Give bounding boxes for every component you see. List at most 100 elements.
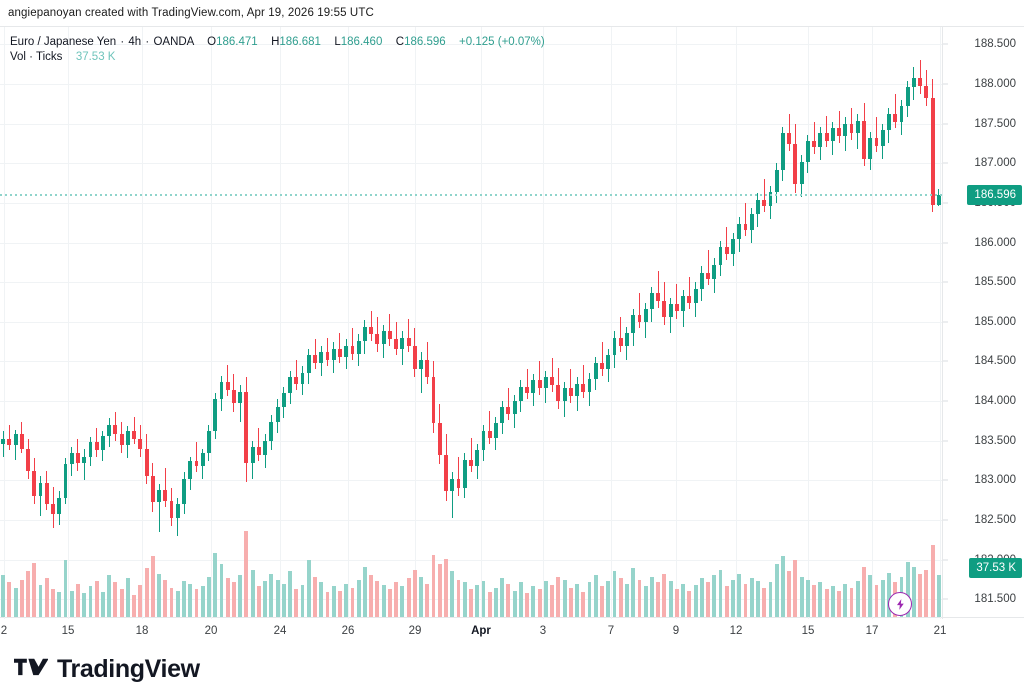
candle-body — [138, 439, 143, 449]
price-tick-mark — [943, 321, 948, 323]
volume-bar — [107, 575, 112, 617]
volume-bar — [606, 580, 611, 617]
grid-line-horizontal — [0, 361, 942, 363]
candle-body — [880, 130, 885, 146]
volume-bar — [887, 572, 891, 617]
volume-bar — [225, 578, 230, 617]
volume-bar — [612, 571, 617, 617]
candle-body — [568, 388, 573, 397]
price-tick-mark — [943, 598, 948, 600]
candle-wick — [258, 428, 260, 462]
candle-wick — [601, 342, 603, 376]
volume-bar — [344, 583, 349, 617]
candle-body — [294, 377, 299, 384]
candle-wick — [875, 117, 877, 153]
volume-bar — [512, 590, 517, 617]
candle-body — [874, 137, 879, 146]
candle-wick — [620, 317, 622, 352]
price-tick-mark — [943, 43, 948, 45]
candle-body — [593, 363, 598, 379]
candle-body — [125, 431, 130, 446]
grid-line-vertical — [481, 27, 482, 619]
price-tick-label: 186.000 — [974, 236, 1016, 249]
volume-bar — [132, 594, 137, 617]
last-volume-badge: 37.53 K — [969, 558, 1022, 579]
time-tick-label: 20 — [204, 625, 218, 637]
volume-bar — [144, 568, 149, 617]
candle-body — [63, 464, 68, 498]
volume-bar — [394, 582, 399, 617]
watermark-text: angiepanoyan created with TradingView.co… — [8, 7, 374, 19]
volume-bar — [419, 576, 424, 617]
volume-bar — [793, 560, 798, 617]
volume-bar — [356, 579, 361, 617]
candle-wick — [570, 369, 572, 403]
candle-body — [475, 450, 480, 467]
volume-bar — [26, 571, 30, 617]
chart-plot-area[interactable] — [0, 27, 942, 619]
candle-wick — [408, 318, 410, 352]
candle-wick — [838, 111, 840, 143]
last-price-badge: 186.596 — [967, 185, 1022, 206]
volume-bar — [406, 578, 411, 617]
price-tick-mark — [943, 519, 948, 521]
candle-body — [562, 388, 567, 402]
candle-body — [281, 393, 286, 408]
time-tick-label: 26 — [341, 625, 355, 637]
volume-bar — [674, 589, 679, 617]
volume-bar — [593, 575, 598, 617]
candle-body — [288, 377, 292, 394]
candle-wick — [376, 317, 378, 352]
candle-body — [581, 383, 586, 392]
volume-bar — [849, 587, 854, 617]
volume-bar — [250, 569, 255, 617]
candle-wick — [688, 277, 690, 310]
volume-bar — [150, 555, 155, 617]
candle-body — [456, 478, 461, 489]
candle-body — [612, 337, 617, 356]
candle-body — [462, 459, 467, 489]
volume-bar — [338, 590, 342, 617]
grid-line-horizontal — [0, 559, 942, 561]
time-tick-label: 3 — [539, 625, 547, 637]
time-tick-label: 12 — [729, 625, 743, 637]
volume-bar — [494, 587, 498, 617]
candle-body — [706, 272, 710, 279]
volume-bar — [437, 564, 442, 617]
time-scale[interactable]: 2 15 18 20 24 26 29 Apr 3 7 9 12 15 17 21 — [0, 618, 1024, 648]
volume-bar — [880, 579, 885, 617]
price-tick-mark — [943, 242, 948, 244]
candle-wick — [813, 122, 815, 154]
candle-body — [525, 386, 530, 394]
grid-line-vertical — [142, 27, 143, 619]
candle-body — [450, 478, 455, 492]
price-tick-mark — [943, 360, 948, 362]
candle-body — [687, 296, 692, 303]
candle-body — [244, 391, 249, 463]
price-tick-mark — [943, 440, 948, 442]
volume-bar — [668, 580, 673, 617]
candle-body — [238, 391, 243, 403]
last-price-line — [0, 194, 942, 197]
candle-wick — [489, 410, 491, 444]
volume-bar — [444, 558, 448, 617]
price-tick-mark — [943, 400, 948, 402]
price-tick-label: 182.500 — [974, 513, 1016, 526]
time-tick-label: 15 — [801, 625, 815, 637]
volume-bar — [575, 583, 579, 617]
candle-body — [731, 239, 735, 254]
time-tick-label: 17 — [865, 625, 879, 637]
price-tick-label: 188.500 — [974, 38, 1016, 51]
volume-bar — [699, 578, 704, 617]
candle-body — [756, 199, 760, 215]
volume-bar — [918, 574, 923, 617]
realtime-lightning-icon[interactable] — [888, 592, 912, 616]
volume-bar — [363, 567, 367, 617]
candle-body — [256, 447, 261, 455]
volume-bar — [256, 586, 261, 617]
volume-bar — [175, 590, 180, 617]
price-scale[interactable]: 188.500188.000187.500187.000186.500186.0… — [942, 27, 1024, 619]
volume-bar — [724, 586, 729, 617]
candle-body — [338, 348, 342, 357]
grid-line-horizontal — [0, 163, 942, 165]
